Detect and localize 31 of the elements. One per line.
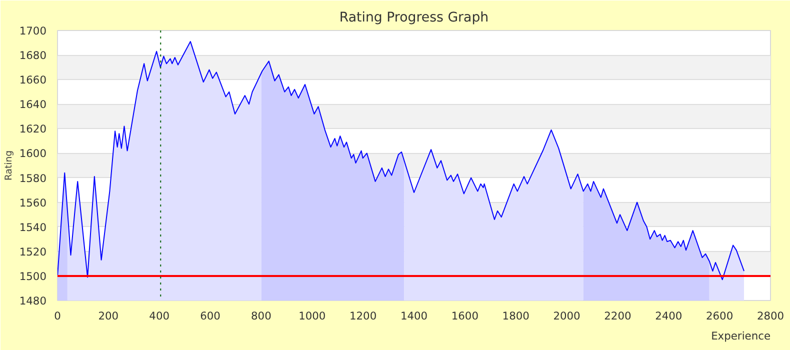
x-tick-label: 2000 <box>553 310 581 322</box>
x-tick-label: 600 <box>200 310 221 322</box>
y-tick-label: 1700 <box>19 24 47 38</box>
x-tick-label: 2400 <box>655 310 682 322</box>
y-tick-label: 1520 <box>19 245 47 258</box>
line-series <box>58 41 745 280</box>
x-tick-label: 800 <box>251 310 272 322</box>
y-tick-label: 1560 <box>19 196 47 210</box>
x-tick-label: 2800 <box>756 310 784 322</box>
x-tick-label: 200 <box>98 310 119 322</box>
y-axis-title: Rating <box>3 150 14 181</box>
x-tick-label: 1000 <box>298 310 326 322</box>
chart-title: Rating Progress Graph <box>339 10 489 26</box>
y-tick-label: 1640 <box>19 98 47 112</box>
x-tick-label: 0 <box>54 310 62 322</box>
y-tick-label: 1500 <box>19 270 47 283</box>
y-tick-label: 1620 <box>19 122 47 136</box>
x-tick-label: 400 <box>149 310 170 322</box>
y-tick-label: 1580 <box>19 172 47 185</box>
x-tick-label: 2200 <box>604 310 632 322</box>
x-tick-label: 1200 <box>350 310 377 322</box>
y-tick-label: 1680 <box>19 49 47 62</box>
y-tick-label: 1480 <box>19 294 47 308</box>
x-tick-label: 1600 <box>451 310 479 322</box>
x-axis-title: Experience <box>711 330 771 342</box>
y-tick-label: 1540 <box>19 220 47 234</box>
y-tick-label: 1600 <box>19 147 47 160</box>
y-tick-label: 1660 <box>19 74 47 87</box>
x-tick-label: 1400 <box>400 310 428 322</box>
x-tick-label: 1800 <box>502 310 530 322</box>
x-tick-label: 2600 <box>706 310 734 322</box>
